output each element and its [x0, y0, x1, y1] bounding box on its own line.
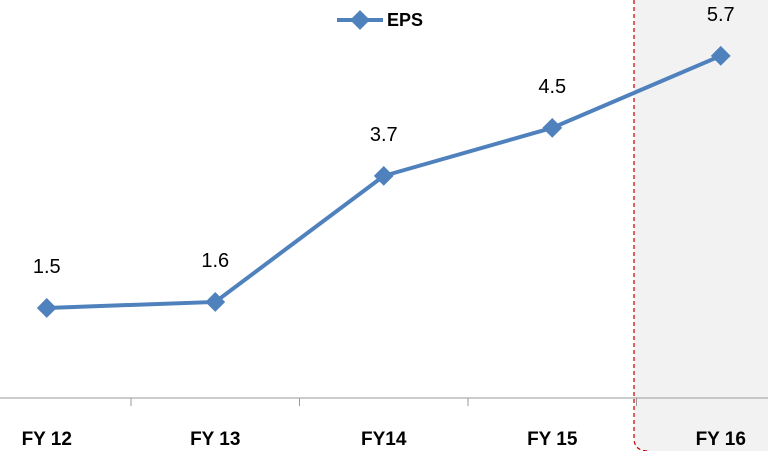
legend-marker: [350, 10, 370, 30]
data-point: [373, 165, 394, 186]
data-point: [542, 117, 563, 138]
data-label: 4.5: [538, 76, 566, 98]
highlight-region: [634, 0, 768, 451]
data-point: [36, 298, 57, 318]
x-tick-label: FY 12: [22, 429, 72, 450]
data-label: 5.7: [707, 4, 735, 26]
x-tick-label: FY 16: [696, 429, 746, 450]
data-label: 1.5: [33, 256, 61, 278]
x-tick-label: FY14: [361, 429, 407, 450]
data-label: 3.7: [370, 124, 398, 146]
legend: EPS: [337, 10, 423, 30]
x-tick-label: FY 15: [527, 429, 578, 450]
legend-label: EPS: [387, 10, 423, 30]
data-point: [205, 292, 226, 312]
x-tick-label: FY 13: [190, 429, 240, 450]
data-label: 1.6: [201, 250, 229, 272]
